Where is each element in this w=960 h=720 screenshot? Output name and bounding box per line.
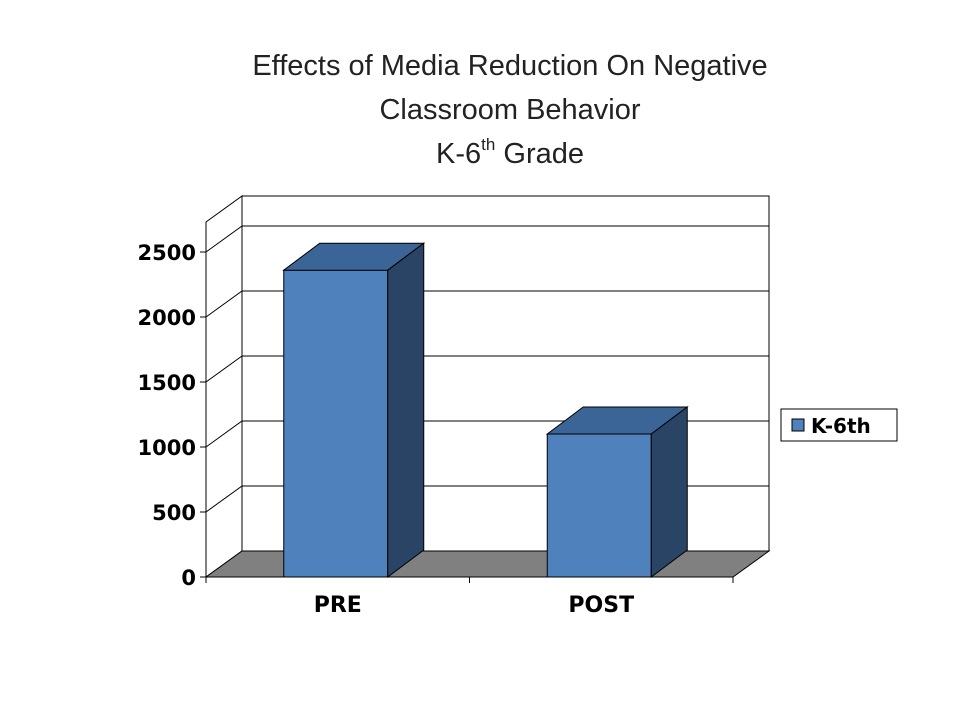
bar-side [650, 406, 688, 578]
gridline [205, 355, 769, 383]
chart-title-line-1: Effects of Media Reduction On Negative [252, 50, 768, 82]
legend-box [780, 408, 898, 442]
y-tick-label: 2500 [138, 241, 196, 265]
bar-side [387, 242, 425, 578]
chart-title-line-2: Classroom Behavior [379, 94, 641, 126]
legend-swatch [791, 418, 805, 432]
y-tick-label: 1500 [138, 371, 196, 395]
title-grade-prefix: K-6 [436, 138, 482, 170]
y-tick-label: 0 [181, 566, 196, 590]
x-category-label: PRE [314, 593, 362, 618]
title-grade-suffix: Grade [495, 138, 584, 170]
legend-label: K-6th [811, 414, 871, 438]
title-grade-sup: th [481, 135, 496, 154]
y-tick-label: 500 [152, 501, 196, 525]
gridline [205, 290, 769, 318]
gridline [205, 225, 769, 253]
bar-front [283, 269, 389, 578]
x-category-label: POST [568, 593, 634, 618]
chart-title-line-3: K-6th Grade [0, 132, 960, 176]
bar-front [546, 433, 652, 578]
side-wall [205, 195, 243, 578]
y-tick-label: 2000 [138, 306, 196, 330]
chart-title: Effects of Media Reduction On Negative C… [0, 44, 960, 176]
y-tick-label: 1000 [138, 436, 196, 460]
